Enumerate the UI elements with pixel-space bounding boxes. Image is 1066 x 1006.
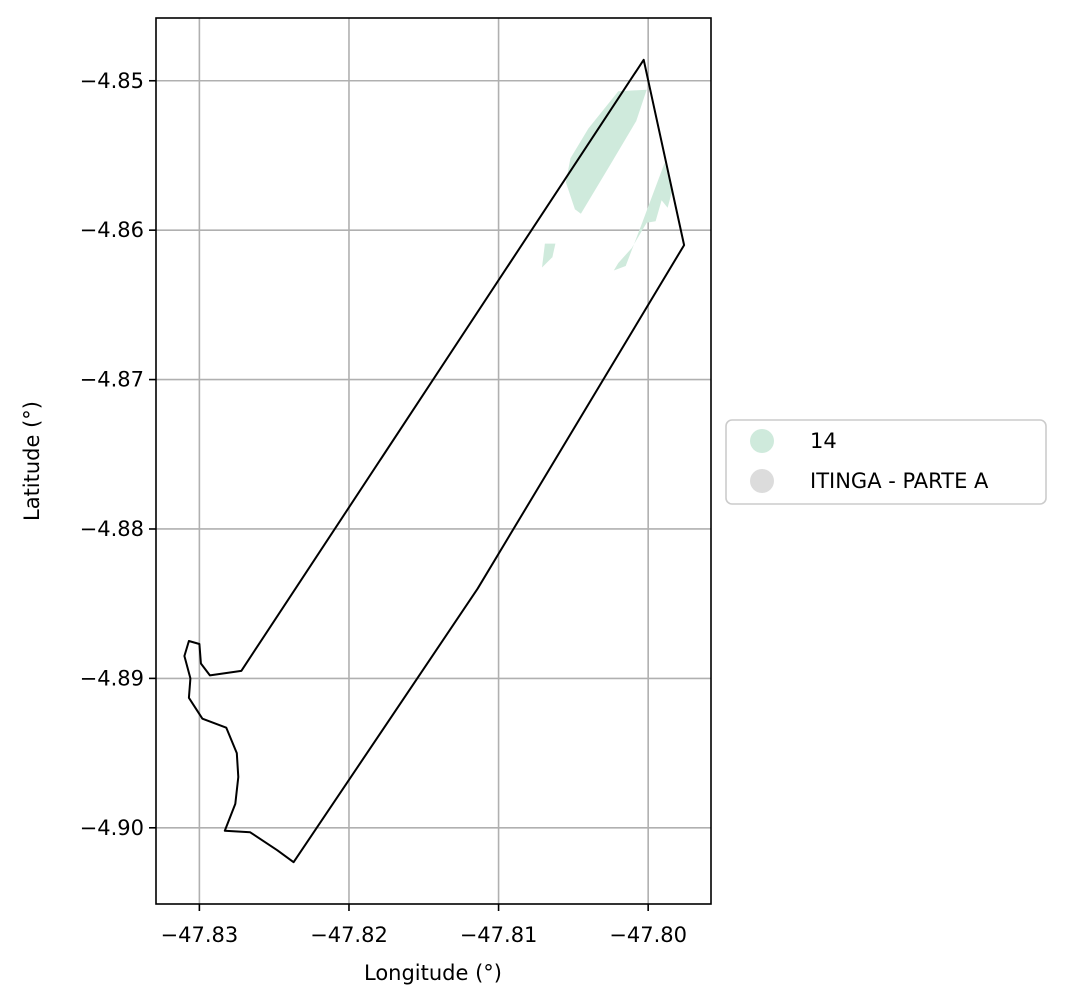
legend-label-boundary: ITINGA - PARTE A: [810, 469, 989, 493]
y-axis-title: Latitude (°): [20, 401, 44, 521]
x-tick-label: −47.83: [161, 923, 239, 947]
class-14-area: [565, 89, 647, 214]
y-tick-label: −4.89: [80, 666, 144, 690]
class-14-area: [542, 243, 556, 268]
grid-lines: [156, 18, 711, 904]
class-14-area: [613, 162, 673, 271]
plot-frame: [155, 17, 712, 905]
legend-frame: [725, 419, 1047, 505]
x-tick-label: −47.80: [609, 923, 687, 947]
legend-marker-14: [750, 429, 774, 453]
y-tick-label: −4.87: [80, 368, 144, 392]
y-axis-ticks: −4.85 −4.86 −4.87 −4.88 −4.89 −4.90: [80, 69, 156, 840]
y-tick-label: −4.85: [80, 69, 144, 93]
x-tick-label: −47.81: [460, 923, 538, 947]
y-tick-label: −4.88: [80, 517, 144, 541]
x-axis-title: Longitude (°): [364, 961, 502, 985]
y-tick-label: −4.90: [80, 816, 144, 840]
x-axis-ticks: −47.83 −47.82 −47.81 −47.80: [161, 904, 687, 947]
legend-marker-boundary: [750, 469, 774, 493]
y-tick-label: −4.86: [80, 218, 144, 242]
municipality-boundary: [183, 58, 686, 864]
legend: 14 ITINGA - PARTE A: [725, 419, 1047, 505]
class-areas: [542, 89, 673, 271]
x-tick-label: −47.82: [310, 923, 388, 947]
legend-label-14: 14: [810, 429, 837, 453]
